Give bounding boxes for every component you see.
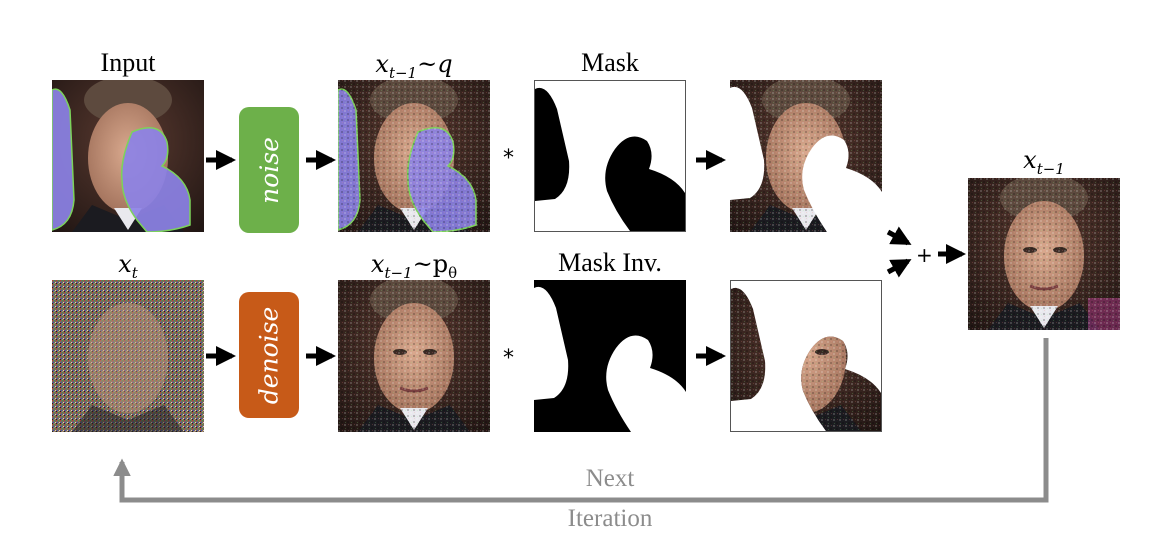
mask-image	[534, 80, 686, 232]
xt-noisy-image	[52, 280, 204, 432]
input-label: Input	[100, 48, 156, 77]
arrow-next-iteration-loop	[113, 338, 1049, 503]
xt1-q-label: xt−1~q	[375, 50, 453, 82]
xt1-p-image	[338, 280, 490, 432]
next-label: Next	[585, 465, 635, 492]
output-image	[968, 178, 1120, 330]
noise-op-box: noise	[239, 107, 299, 233]
xt1-q-image	[338, 80, 490, 232]
mask-inv-label: Mask Inv.	[558, 248, 662, 277]
xt1-p-label: xt−1~pθ	[370, 250, 458, 282]
denoise-op-box: denoise	[239, 292, 299, 418]
plus-symbol: +	[916, 243, 933, 267]
arrow-top-to-plus	[886, 226, 912, 246]
masked-image-bottom	[730, 280, 882, 432]
output-label: xt−1	[1023, 146, 1065, 178]
multiply-symbol-bottom: *	[503, 346, 514, 371]
mask-inv-image	[534, 280, 686, 432]
multiply-symbol-top: *	[503, 146, 514, 171]
xt-label: xt	[118, 250, 138, 282]
masked-image-top	[730, 80, 882, 232]
input-image	[52, 80, 204, 232]
iteration-label: Iteration	[567, 505, 653, 532]
arrow-bottom-to-plus	[886, 258, 912, 278]
mask-label: Mask	[581, 48, 639, 77]
